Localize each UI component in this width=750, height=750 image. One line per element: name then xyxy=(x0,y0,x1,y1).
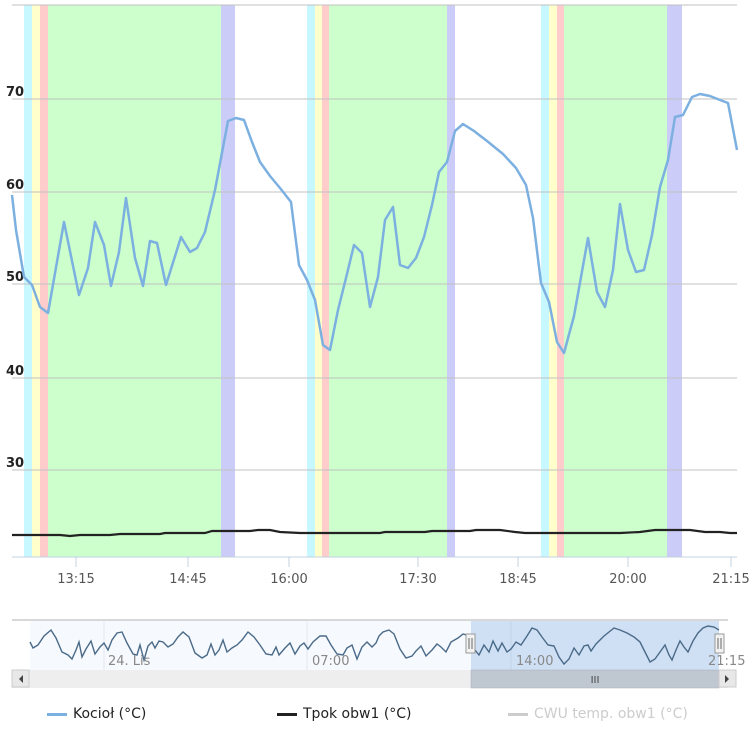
x-label: 21:15 xyxy=(712,572,749,587)
navigator-label: 21:15 xyxy=(708,654,745,669)
legend-item-kociol[interactable]: Kocioł (°C) xyxy=(47,706,146,722)
navigator-unselected-area xyxy=(30,621,471,670)
navigator-series xyxy=(29,625,720,666)
x-label: 18:45 xyxy=(499,572,536,587)
series-kociol[interactable] xyxy=(10,92,739,355)
line-swatch-icon xyxy=(277,712,297,716)
scrollbar[interactable]: III xyxy=(11,669,737,689)
arrow-right-icon xyxy=(725,675,729,683)
line-swatch-icon xyxy=(47,712,67,716)
legend-label: CWU temp. obw1 (°C) xyxy=(534,706,688,722)
y-label-30: 30 xyxy=(6,456,24,471)
plot-band xyxy=(32,5,40,557)
y-label-60: 60 xyxy=(6,178,24,193)
navigator-left-handle[interactable] xyxy=(465,633,476,654)
legend-label: Kocioł (°C) xyxy=(73,706,147,722)
x-label: 20:00 xyxy=(609,572,646,587)
y-label-50: 50 xyxy=(6,270,24,285)
grid-lines xyxy=(12,4,737,558)
x-label: 14:45 xyxy=(169,572,206,587)
legend-item-tpok-obw1[interactable]: Tpok obw1 (°C) xyxy=(277,706,412,722)
plot-band xyxy=(307,5,315,557)
arrow-left-icon xyxy=(19,675,23,683)
plot-band xyxy=(329,5,447,557)
navigator-label: 07:00 xyxy=(312,654,349,669)
y-label-40: 40 xyxy=(6,364,24,379)
navigator-label: 14:00 xyxy=(516,654,553,669)
plot-band xyxy=(221,5,235,557)
y-label-70: 70 xyxy=(6,85,24,100)
y-axis-labels: 70 60 50 40 30 xyxy=(6,85,24,471)
series-tpok-obw1[interactable] xyxy=(12,528,737,538)
plot-band xyxy=(40,5,48,557)
plot-band xyxy=(48,5,221,557)
legend-item-cwu-temp-obw1[interactable]: CWU temp. obw1 (°C) xyxy=(508,706,688,722)
x-label: 17:30 xyxy=(399,572,436,587)
plot-band xyxy=(549,5,557,557)
chart-area: 70 60 50 40 30 13:15 14:45 16:00 17:30 1… xyxy=(6,4,750,689)
plot-band xyxy=(315,5,322,557)
legend: Kocioł (°C) Tpok obw1 (°C) CWU temp. obw… xyxy=(0,706,750,734)
plot-band xyxy=(447,5,455,557)
navigator[interactable]: 24. Lis 07:00 14:00 21:15 xyxy=(12,619,745,670)
plot-band xyxy=(541,5,549,557)
plot-band xyxy=(557,5,564,557)
x-label: 16:00 xyxy=(270,572,307,587)
x-label: 13:15 xyxy=(57,572,94,587)
navigator-right-handle[interactable] xyxy=(714,633,725,654)
line-swatch-icon xyxy=(508,712,528,716)
scrollbar-grip-icon: III xyxy=(591,675,600,686)
plot-band xyxy=(667,5,682,557)
legend-label: Tpok obw1 (°C) xyxy=(303,706,412,722)
navigator-label: 24. Lis xyxy=(108,654,151,669)
plot-band xyxy=(322,5,329,557)
x-axis: 13:15 14:45 16:00 17:30 18:45 20:00 21:1… xyxy=(57,557,750,587)
plot-bands xyxy=(24,5,682,557)
